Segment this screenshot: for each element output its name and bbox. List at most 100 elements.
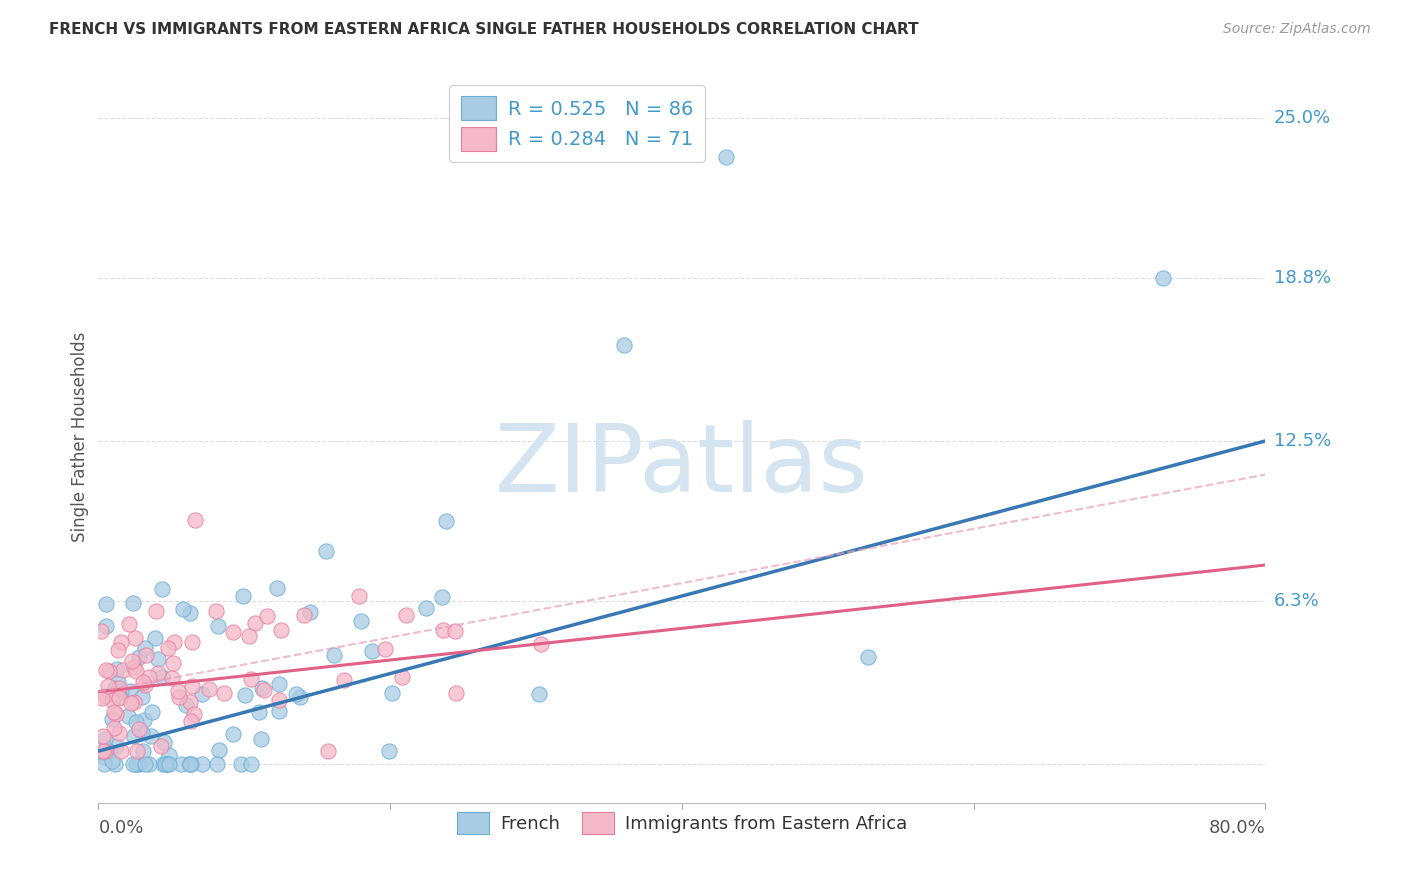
Point [527, 687, 550, 701]
Point [131, 690, 153, 704]
Point [128, 649, 150, 664]
Point [1152, 271, 1174, 285]
Point [91, 691, 114, 706]
Text: FRENCH VS IMMIGRANTS FROM EASTERN AFRICA SINGLE FATHER HOUSEHOLDS CORRELATION CH: FRENCH VS IMMIGRANTS FROM EASTERN AFRICA… [49, 22, 920, 37]
Point [111, 663, 134, 677]
Point [378, 744, 401, 758]
Point [108, 690, 131, 705]
Point [141, 705, 163, 719]
Point [205, 604, 228, 618]
Point [323, 648, 346, 663]
Point [222, 727, 245, 741]
Point [269, 676, 291, 690]
Point [180, 757, 202, 772]
Point [374, 641, 396, 656]
Point [146, 652, 169, 666]
Point [125, 757, 148, 772]
Point [118, 617, 141, 632]
Point [150, 582, 173, 597]
Point [191, 687, 214, 701]
Point [256, 609, 278, 624]
Point [135, 648, 157, 662]
Point [318, 744, 340, 758]
Point [163, 635, 186, 649]
Point [167, 683, 190, 698]
Point [138, 757, 160, 772]
Point [285, 687, 308, 701]
Point [110, 635, 132, 649]
Point [104, 706, 127, 721]
Point [253, 683, 276, 698]
Point [91, 729, 114, 743]
Point [714, 150, 737, 164]
Point [125, 714, 148, 729]
Text: ZIPatlas: ZIPatlas [495, 420, 869, 512]
Y-axis label: Single Father Households: Single Father Households [72, 332, 90, 542]
Point [430, 591, 453, 605]
Point [103, 705, 125, 719]
Point [249, 732, 271, 747]
Point [107, 643, 129, 657]
Point [91, 744, 114, 758]
Point [179, 757, 201, 772]
Legend: French, Immigrants from Eastern Africa: French, Immigrants from Eastern Africa [450, 805, 914, 841]
Point [134, 678, 156, 692]
Point [250, 681, 273, 695]
Point [124, 664, 146, 678]
Point [247, 705, 270, 719]
Point [93, 744, 115, 758]
Point [104, 681, 127, 695]
Text: 12.5%: 12.5% [1274, 432, 1331, 450]
Point [232, 589, 254, 603]
Point [315, 544, 337, 558]
Point [184, 513, 207, 527]
Point [415, 601, 437, 615]
Point [233, 688, 256, 702]
Point [444, 624, 467, 638]
Point [180, 714, 202, 729]
Point [332, 673, 354, 687]
Point [856, 649, 879, 664]
Point [104, 757, 127, 772]
Point [100, 712, 122, 726]
Point [117, 708, 139, 723]
Point [97, 664, 120, 678]
Point [191, 757, 214, 772]
Point [157, 757, 180, 772]
Point [239, 673, 262, 687]
Point [96, 663, 118, 677]
Point [167, 690, 190, 704]
Point [238, 629, 260, 643]
Point [124, 757, 146, 772]
Point [434, 514, 457, 528]
Point [157, 641, 180, 656]
Point [105, 662, 128, 676]
Point [174, 698, 197, 713]
Point [170, 757, 193, 772]
Text: 80.0%: 80.0% [1209, 819, 1265, 837]
Point [138, 670, 160, 684]
Point [104, 688, 127, 702]
Point [110, 744, 132, 758]
Point [125, 744, 148, 758]
Point [91, 745, 114, 759]
Text: 25.0%: 25.0% [1274, 109, 1331, 127]
Point [290, 690, 312, 705]
Point [120, 684, 142, 698]
Point [108, 690, 131, 705]
Point [212, 686, 235, 700]
Point [153, 757, 176, 772]
Point [96, 619, 118, 633]
Point [432, 623, 454, 637]
Text: Source: ZipAtlas.com: Source: ZipAtlas.com [1223, 22, 1371, 37]
Point [152, 757, 174, 772]
Point [132, 744, 155, 758]
Point [222, 624, 245, 639]
Point [180, 635, 202, 649]
Point [183, 706, 205, 721]
Point [156, 757, 179, 772]
Point [160, 672, 183, 686]
Point [179, 695, 201, 709]
Point [350, 614, 373, 628]
Point [108, 681, 131, 695]
